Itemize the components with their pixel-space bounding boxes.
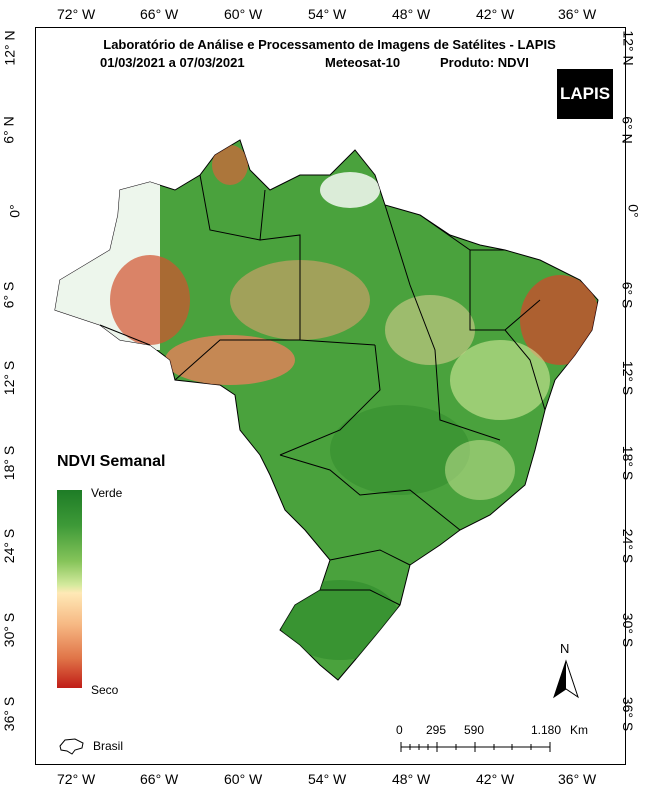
lon-label: 48° W — [392, 771, 431, 787]
legend-bottom-label: Seco — [91, 683, 119, 697]
scale-tick-label: 295 — [426, 723, 447, 737]
lapis-logo: LAPIS — [557, 69, 613, 119]
lon-label: 42° W — [476, 771, 515, 787]
lon-label: 60° W — [224, 6, 263, 22]
logo-text: LAPIS — [559, 84, 611, 103]
product-name: Produto: NDVI — [440, 55, 529, 70]
lon-label: 72° W — [57, 771, 96, 787]
lon-label: 54° W — [308, 771, 347, 787]
satellite-name: Meteosat-10 — [325, 55, 401, 70]
north-arrow: N — [552, 641, 580, 701]
brasil-outline-icon — [59, 738, 84, 755]
lon-label: 48° W — [392, 6, 431, 22]
map-title: Laboratório de Análise e Processamento d… — [103, 37, 556, 52]
lon-label: 36° W — [558, 771, 597, 787]
lon-label: 54° W — [308, 6, 347, 22]
lon-label: 36° W — [558, 6, 597, 22]
scale-tick-label: 590 — [464, 723, 485, 737]
lon-label: 66° W — [140, 6, 179, 22]
legend-title: NDVI Semanal — [57, 453, 166, 470]
date-range: 01/03/2021 a 07/03/2021 — [100, 55, 245, 70]
ndvi-color-ramp — [57, 490, 82, 688]
legend-top-label: Verde — [91, 486, 123, 500]
scale-bar: 0 295 590 1.180 Km — [396, 723, 595, 753]
lon-label: 42° W — [476, 6, 515, 22]
lon-label: 72° W — [57, 6, 96, 22]
north-label: N — [560, 641, 570, 656]
scale-tick-label: 0 — [396, 723, 403, 737]
scale-tick-label: 1.180 — [531, 723, 562, 737]
scale-ruler — [400, 742, 551, 752]
scale-unit: Km — [570, 723, 588, 737]
lon-label: 60° W — [224, 771, 263, 787]
legend-brasil-label: Brasil — [93, 739, 124, 753]
north-arrow-icon — [553, 659, 579, 699]
lon-label: 66° W — [140, 771, 179, 787]
